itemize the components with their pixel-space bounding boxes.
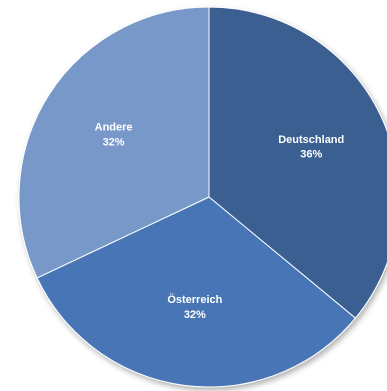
pie-slice-deutschland	[208, 6, 387, 319]
percent-label: 32%	[184, 309, 206, 321]
category-label: Deutschland	[278, 134, 344, 146]
pie-slice-andere	[18, 6, 210, 279]
category-label: Andere	[95, 121, 133, 133]
percent-label: 32%	[103, 136, 125, 148]
percent-label: 36%	[300, 149, 322, 161]
slice-label-osterreich: Österreich 32%	[167, 293, 222, 321]
slice-label-deutschland: Deutschland 36%	[278, 134, 344, 161]
category-label: Österreich	[167, 293, 222, 306]
pie-slice-osterreich	[36, 196, 357, 388]
pie-labels: Deutschland 36% Österreich 32% Andere 32%	[95, 121, 345, 321]
slice-label-andere: Andere 32%	[95, 121, 133, 148]
pie-slices	[18, 6, 387, 388]
